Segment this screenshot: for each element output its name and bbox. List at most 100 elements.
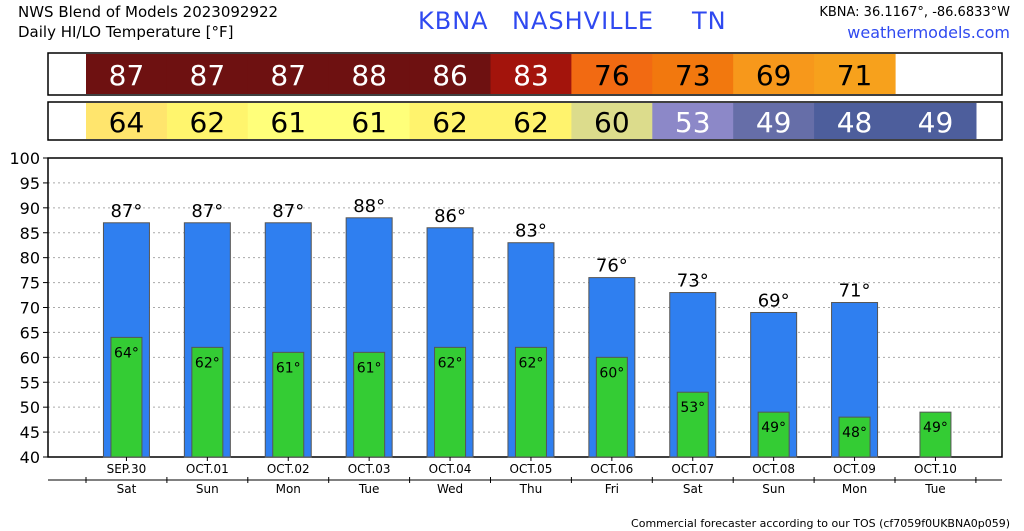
x-tick-date: OCT.03: [348, 462, 391, 476]
hi-strip-value: 88: [351, 59, 387, 92]
lo-bar: [838, 416, 871, 458]
lo-bar-label: 62°: [438, 355, 463, 371]
x-tick-date: OCT.04: [429, 462, 472, 476]
x-tick-day: Tue: [924, 482, 946, 496]
lo-bar-label: 60°: [599, 365, 624, 381]
lo-strip-value: 61: [270, 106, 306, 139]
hi-strip-cell: [409, 54, 492, 94]
lo-bar-label: 61°: [357, 360, 382, 376]
x-tick-day: Thu: [519, 482, 543, 496]
lo-strip-cell: [490, 103, 572, 139]
hi-strip-value: 87: [270, 59, 306, 92]
lo-bar: [353, 351, 386, 458]
y-tick-label: 50: [20, 398, 40, 417]
lo-strip-cell: [328, 103, 411, 139]
lo-strip-cell: [652, 103, 734, 139]
hi-bar-label: 76°: [596, 256, 628, 277]
hi-strip-value: 83: [513, 59, 549, 92]
footer-note: Commercial forecaster according to our T…: [631, 517, 1010, 530]
x-tick-day: Sun: [196, 482, 219, 496]
lo-bar-label: 62°: [195, 355, 220, 371]
hi-strip-value: 86: [432, 59, 468, 92]
x-tick-day: Tue: [358, 482, 380, 496]
lo-bar: [757, 411, 790, 458]
hi-strip-value: 71: [837, 59, 873, 92]
station-state: TN: [692, 7, 727, 35]
y-tick-label: 55: [20, 373, 40, 392]
hi-bar-label: 87°: [272, 201, 304, 222]
y-tick-label: 45: [20, 423, 40, 442]
y-tick-label: 85: [20, 224, 40, 243]
hi-strip-value: 87: [109, 59, 145, 92]
hi-strip-value: 73: [675, 59, 711, 92]
x-tick-date: OCT.08: [752, 462, 795, 476]
hi-strip-cell: [247, 54, 330, 94]
hi-strip-cell: [652, 54, 734, 94]
lo-bar: [919, 411, 952, 458]
lo-bar-label: 62°: [519, 355, 544, 371]
lo-strip-value: 61: [351, 106, 387, 139]
hi-bar-label: 87°: [110, 201, 142, 222]
lo-bar-label: 64°: [114, 345, 139, 361]
x-tick-date: OCT.05: [510, 462, 553, 476]
y-tick-label: 70: [20, 299, 40, 318]
y-tick-label: 95: [20, 174, 40, 193]
lo-strip-value: 62: [513, 106, 549, 139]
hi-strip-cell: [814, 54, 896, 94]
lo-bar-label: 48°: [842, 425, 867, 441]
lo-strip-cell: [733, 103, 815, 139]
x-tick-day: Wed: [437, 482, 463, 496]
hi-bar-label: 87°: [191, 201, 223, 222]
hi-strip-cell: [328, 54, 411, 94]
y-tick-label: 90: [20, 199, 40, 218]
lo-bar: [514, 346, 547, 458]
lo-strip-value: 49: [918, 106, 954, 139]
lo-bar-label: 61°: [276, 360, 301, 376]
x-tick-date: OCT.02: [267, 462, 310, 476]
x-tick-date: OCT.09: [833, 462, 876, 476]
y-tick-label: 60: [20, 348, 40, 367]
y-tick-label: 100: [9, 149, 40, 168]
station-coordinates: KBNA: 36.1167°, -86.6833°W: [819, 5, 1010, 20]
x-tick-day: Sat: [117, 482, 137, 496]
hi-strip-cell: [86, 54, 168, 94]
lo-bar-label: 53°: [680, 400, 705, 416]
chart-title: NWS Blend of Models 2023092922: [18, 3, 279, 21]
lo-strip-cell: [86, 103, 168, 139]
x-tick-date: OCT.10: [914, 462, 957, 476]
x-tick-date: OCT.06: [590, 462, 633, 476]
lo-bar: [434, 346, 467, 458]
lo-strip-cell: [814, 103, 896, 139]
hi-bar-label: 86°: [434, 206, 466, 227]
lo-strip-cell: [166, 103, 249, 139]
lo-strip-cell: [895, 103, 977, 139]
lo-strip-value: 48: [837, 106, 873, 139]
chart-subtitle: Daily HI/LO Temperature [°F]: [18, 23, 234, 41]
y-tick-label: 40: [20, 448, 40, 467]
hi-strip-cell: [166, 54, 249, 94]
y-tick-label: 65: [20, 323, 40, 342]
station-city: NASHVILLE: [512, 7, 655, 35]
hi-bar-label: 83°: [515, 221, 547, 242]
x-tick-date: SEP.30: [107, 462, 147, 476]
hi-strip-cell: [490, 54, 572, 94]
lo-bar: [191, 346, 224, 458]
lo-strip-cell: [247, 103, 330, 139]
lo-strip-value: 49: [756, 106, 792, 139]
hi-bar-label: 88°: [353, 196, 385, 217]
lo-strip-value: 62: [432, 106, 468, 139]
x-tick-day: Sun: [762, 482, 785, 496]
hi-strip-value: 69: [756, 59, 792, 92]
lo-strip-cell: [571, 103, 653, 139]
lo-strip-cell: [409, 103, 492, 139]
y-tick-label: 75: [20, 274, 40, 293]
y-tick-label: 80: [20, 249, 40, 268]
lo-strip-value: 64: [109, 106, 145, 139]
hi-strip-cell: [733, 54, 815, 94]
hi-strip-value: 76: [594, 59, 630, 92]
x-tick-date: OCT.01: [186, 462, 229, 476]
hi-bar-label: 69°: [758, 290, 790, 311]
lo-bar: [676, 391, 709, 458]
lo-strip-value: 62: [190, 106, 226, 139]
